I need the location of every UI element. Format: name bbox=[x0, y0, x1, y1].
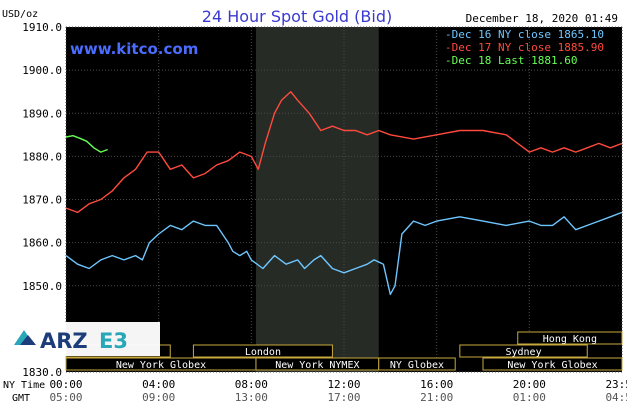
x-tick-label-gmt: 01:00 bbox=[513, 391, 546, 404]
y-tick-label: 1850.0 bbox=[22, 280, 62, 293]
y-tick-label: 1910.0 bbox=[22, 21, 62, 34]
series-line-dec-16 bbox=[65, 211, 623, 296]
x-tick-label-ny: 23:59 bbox=[605, 378, 627, 391]
y-tick-label: 1900.0 bbox=[22, 64, 62, 77]
y-tick-label: 1860.0 bbox=[22, 237, 62, 250]
x-tick-label-ny: 20:00 bbox=[513, 378, 546, 391]
market-session-label: Hong Kong bbox=[543, 334, 597, 345]
x-tick-label-gmt: 17:00 bbox=[327, 391, 360, 404]
watermark-logo: ARZ E3 bbox=[0, 322, 160, 356]
x-tick-label-gmt: 13:00 bbox=[235, 391, 268, 404]
legend-entry: -Dec 16 NY close 1865.10 bbox=[445, 28, 604, 41]
gridlines bbox=[65, 26, 623, 373]
website-label: www.kitco.com bbox=[70, 40, 198, 58]
market-session-box bbox=[192, 344, 333, 358]
legend: -Dec 16 NY close 1865.10-Dec 17 NY close… bbox=[445, 28, 604, 67]
series-lines bbox=[65, 90, 623, 296]
watermark-text-2: E3 bbox=[99, 329, 128, 353]
series-line-dec-17 bbox=[65, 90, 623, 214]
market-session-label: Sydney bbox=[505, 347, 541, 358]
x-tick-label-ny: 08:00 bbox=[235, 378, 268, 391]
market-session-box bbox=[459, 344, 588, 358]
x-tick-label-ny: 00:00 bbox=[49, 378, 82, 391]
market-session-label: NY Globex bbox=[390, 360, 444, 371]
x-tick-label-gmt: 04:59 bbox=[605, 391, 627, 404]
market-session-label: New York Globex bbox=[116, 360, 206, 371]
x-tick-label-gmt: 09:00 bbox=[142, 391, 175, 404]
series-line-dec-18 bbox=[65, 134, 108, 153]
x-tick-label-ny: 12:00 bbox=[327, 378, 360, 391]
x-row-label-gmt: GMT bbox=[12, 393, 30, 404]
y-tick-label: 1890.0 bbox=[22, 107, 62, 120]
market-session-label: London bbox=[245, 347, 281, 358]
market-session-box bbox=[378, 357, 456, 371]
x-tick-label-gmt: 21:00 bbox=[420, 391, 453, 404]
y-tick-label: 1880.0 bbox=[22, 150, 62, 163]
market-session-label: New York NYMEX bbox=[275, 360, 359, 371]
market-session-label: New York Globex bbox=[507, 360, 597, 371]
chart-title: 24 Hour Spot Gold (Bid) bbox=[202, 7, 392, 26]
x-tick-label-ny: 04:00 bbox=[142, 378, 175, 391]
x-tick-label-ny: 16:00 bbox=[420, 378, 453, 391]
market-session-box bbox=[482, 357, 623, 371]
y-tick-label: 1870.0 bbox=[22, 194, 62, 207]
market-session-box bbox=[517, 331, 623, 345]
y-axis-ticks: 1910.0 1900.0 1890.0 1880.0 1870.0 1860.0 1850… bbox=[22, 21, 62, 379]
y-tick-label: 1830.0 bbox=[22, 366, 62, 379]
legend-entry: -Dec 18 Last 1881.60 bbox=[445, 54, 577, 67]
timestamp: December 18, 2020 01:49 bbox=[466, 12, 618, 25]
x-tick-label-gmt: 05:00 bbox=[49, 391, 82, 404]
watermark-text: ARZ bbox=[40, 329, 88, 353]
x-row-label-ny: NY Time bbox=[3, 380, 45, 391]
y-axis-label: USD/oz bbox=[2, 9, 38, 20]
legend-entry: -Dec 17 NY close 1885.90 bbox=[445, 41, 604, 54]
